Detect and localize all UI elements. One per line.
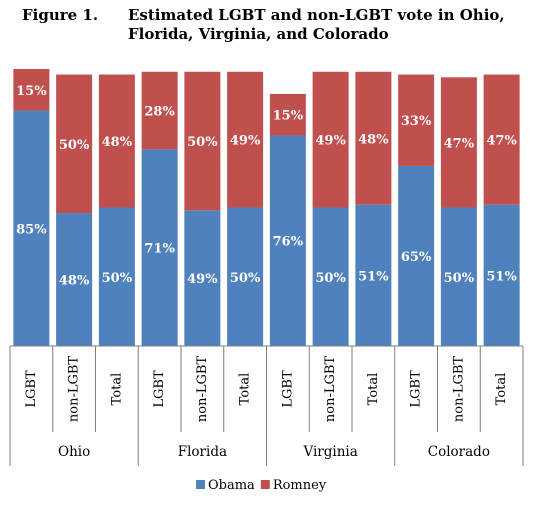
data-label-romney-3: 48%: [102, 135, 133, 150]
data-label-romney-8: 49%: [315, 134, 346, 149]
bar-romney-6: [227, 71, 264, 208]
data-label-obama-7: 76%: [273, 235, 304, 250]
bar-obama-12: [483, 204, 520, 346]
data-label-obama-8: 50%: [315, 271, 346, 286]
bar-obama-9: [355, 204, 392, 346]
bar-obama-1: [13, 110, 50, 346]
data-label-obama-1: 85%: [16, 222, 47, 237]
data-label-romney-1: 15%: [16, 84, 47, 99]
bar-obama-7: [269, 135, 306, 346]
bar-romney-9: [355, 71, 392, 205]
legend-label-obama: Obama: [208, 478, 255, 493]
bar-obama-3: [98, 207, 135, 346]
group-label-ohio: Ohio: [58, 444, 90, 460]
bar-romney-7: [269, 93, 306, 136]
category-label-5: non-LGBT: [195, 356, 210, 423]
category-label-4: LGBT: [152, 370, 167, 408]
legend-label-romney: Romney: [273, 478, 327, 493]
group-label-virginia: Virginia: [302, 444, 357, 460]
bar-romney-11: [440, 77, 477, 208]
legend: Obama Romney: [196, 478, 327, 493]
bar-romney-10: [398, 74, 435, 166]
bar-romney-5: [184, 71, 221, 211]
bar-obama-10: [398, 165, 435, 346]
category-label-1: LGBT: [24, 370, 39, 408]
data-label-obama-5: 49%: [187, 272, 218, 287]
bar-romney-12: [483, 74, 520, 205]
data-label-obama-9: 51%: [358, 269, 389, 284]
data-label-romney-10: 33%: [401, 114, 432, 129]
data-label-obama-11: 50%: [444, 271, 475, 286]
bar-obama-2: [56, 213, 93, 346]
bar-obama-4: [141, 149, 178, 346]
bar-romney-3: [98, 74, 135, 208]
data-label-romney-11: 47%: [444, 136, 475, 151]
category-label-8: non-LGBT: [323, 356, 338, 423]
category-label-6: Total: [238, 373, 253, 406]
data-label-romney-6: 49%: [230, 134, 261, 149]
data-label-obama-12: 51%: [486, 269, 517, 284]
legend-swatch-obama: [196, 480, 205, 489]
data-label-obama-4: 71%: [144, 242, 175, 257]
category-label-7: LGBT: [280, 370, 295, 408]
category-label-12: Total: [494, 373, 509, 406]
chart-title: Estimated LGBT and non-LGBT vote in Ohio…: [128, 6, 505, 43]
data-label-obama-6: 50%: [230, 271, 261, 286]
bar-obama-8: [312, 207, 349, 346]
category-label-11: non-LGBT: [451, 356, 466, 423]
data-label-romney-12: 47%: [486, 134, 517, 149]
group-label-florida: Florida: [178, 444, 227, 460]
category-label-3: Total: [109, 373, 124, 406]
bar-obama-11: [440, 207, 477, 346]
bar-obama-5: [184, 210, 221, 346]
legend-swatch-romney: [260, 480, 270, 489]
bar-obama-6: [227, 207, 264, 346]
bar-romney-2: [56, 74, 93, 214]
category-label-10: LGBT: [409, 370, 424, 408]
bar-romney-8: [312, 71, 349, 208]
bar-romney-4: [141, 71, 178, 150]
data-label-romney-4: 28%: [144, 105, 175, 120]
category-axis: LGBT non-LGBT Total Ohio LGBT non-LGBT Total Fl…: [9, 345, 524, 466]
category-label-9: Total: [366, 373, 381, 406]
bar-romney-1: [13, 69, 50, 111]
data-label-romney-7: 15%: [273, 109, 304, 124]
category-label-2: non-LGBT: [67, 356, 82, 423]
group-label-colorado: Colorado: [428, 444, 490, 460]
data-label-romney-5: 50%: [187, 135, 218, 150]
data-label-obama-10: 65%: [401, 250, 432, 265]
bars-layer: 85% 15% 48% 50% 50% 48% 71% 28% 49% 50% 50% 49% 76% 1…: [13, 69, 520, 346]
data-label-romney-9: 48%: [358, 132, 389, 147]
data-label-obama-2: 48%: [59, 274, 90, 289]
data-label-obama-3: 50%: [102, 271, 133, 286]
figure-number: Figure 1.: [22, 6, 99, 24]
data-label-romney-2: 50%: [59, 138, 90, 153]
